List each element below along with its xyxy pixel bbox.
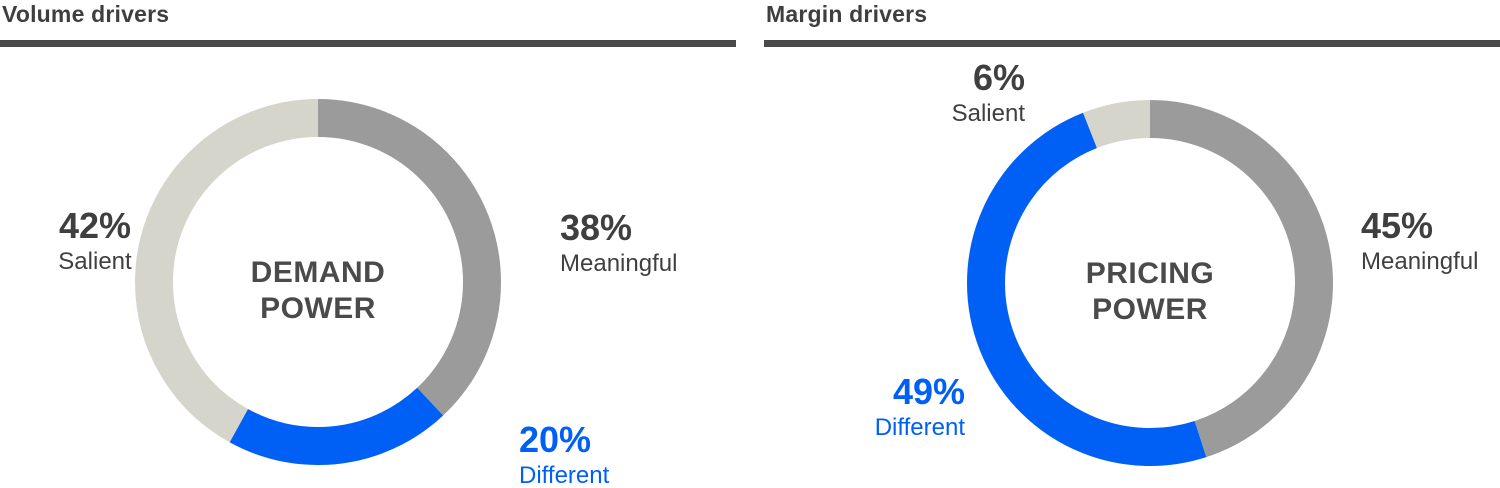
volume-title-underline <box>0 40 736 47</box>
margin-salient-value: 6% <box>972 57 1025 98</box>
demand-power-donut-chart: DEMAND POWER <box>135 99 501 465</box>
pricing-power-donut-chart: PRICING POWER <box>967 100 1333 466</box>
margin-meaningful-value: 45% <box>1361 205 1434 246</box>
margin-title-underline <box>764 40 1500 47</box>
margin-drivers-panel: Margin drivers PRICING POWER 6% Salient … <box>764 0 1500 488</box>
volume-salient-name: Salient <box>58 248 132 275</box>
volume-different-name: Different <box>519 462 610 488</box>
volume-salient-value: 42% <box>58 205 132 246</box>
margin-different-name: Different <box>874 414 965 441</box>
margin-salient-label: 6% Salient <box>895 58 1025 128</box>
margin-salient-name: Salient <box>951 100 1025 127</box>
volume-different-value: 20% <box>519 419 592 460</box>
volume-different-label: 20% Different <box>519 420 689 488</box>
pricing-power-donut-ring <box>967 100 1333 466</box>
margin-drivers-title: Margin drivers <box>766 1 928 27</box>
donut-segment-salient <box>135 99 501 465</box>
volume-salient-label: 42% Salient <box>28 206 162 276</box>
volume-meaningful-value: 38% <box>560 207 633 248</box>
donut-segment-different <box>967 100 1333 466</box>
volume-meaningful-name: Meaningful <box>560 250 678 277</box>
demand-power-donut-ring <box>135 99 501 465</box>
margin-meaningful-name: Meaningful <box>1361 248 1479 275</box>
volume-drivers-title: Volume drivers <box>2 1 170 27</box>
donut-segment-different <box>135 99 501 465</box>
donut-segment-salient <box>967 100 1333 466</box>
volume-drivers-panel: Volume drivers DEMAND POWER 42% Salient … <box>0 0 736 488</box>
volume-meaningful-label: 38% Meaningful <box>560 208 730 278</box>
margin-different-value: 49% <box>892 371 965 412</box>
margin-meaningful-label: 45% Meaningful <box>1361 206 1500 276</box>
margin-different-label: 49% Different <box>825 372 965 442</box>
